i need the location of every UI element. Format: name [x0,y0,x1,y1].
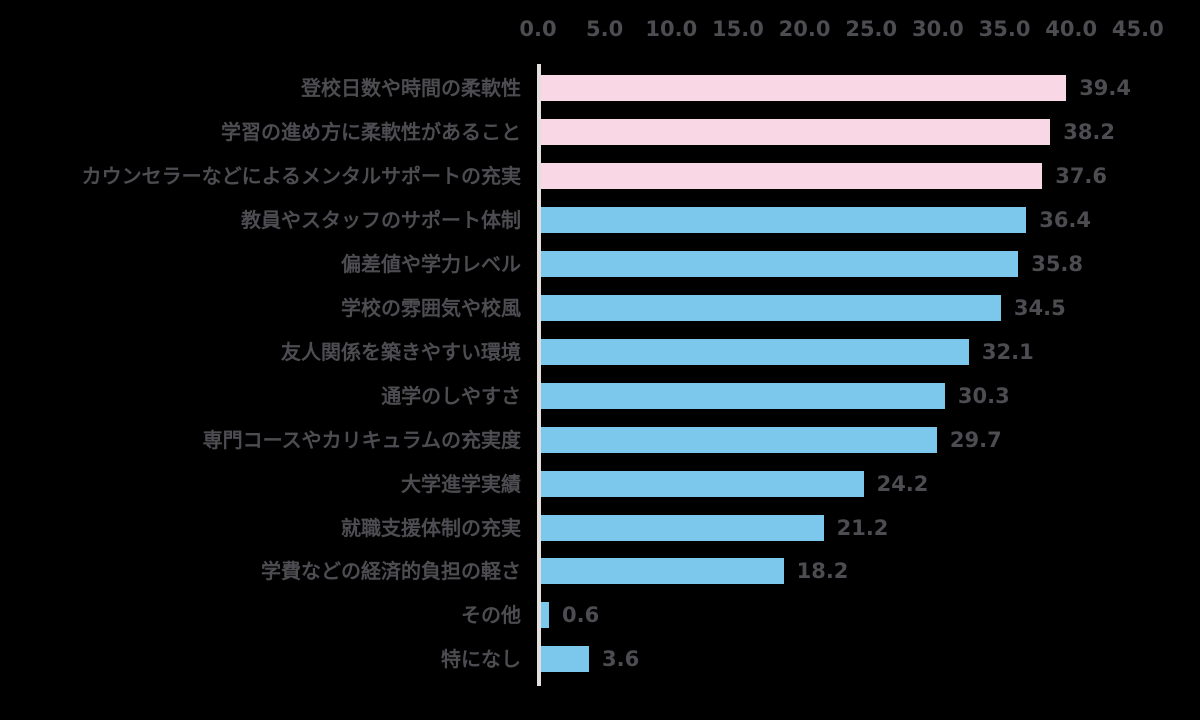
bar-row: 教員やスタッフのサポート体制 36.4 [0,198,1200,242]
x-tick-30: 30.0 [911,17,964,41]
bar[interactable] [541,118,1051,145]
bar[interactable] [541,338,969,365]
category-label: 大学進学実績 [401,471,521,496]
category-label: 教員やスタッフのサポート体制 [241,207,521,232]
bar[interactable] [541,294,1001,321]
bar-value-label: 21.2 [836,515,889,540]
x-tick-15: 15.0 [712,17,764,41]
category-label: 学校の雰囲気や校風 [341,295,521,320]
bar-row: 学費などの経済的負担の軽さ 18.2 [0,549,1200,593]
bar-row: 特になし 3.6 [0,637,1200,681]
y-axis-baseline [537,64,541,686]
bar-row: 就職支援体制の充実 21.2 [0,506,1200,550]
bar-row: カウンセラーなどによるメンタルサポートの充実 37.6 [0,154,1200,198]
bar[interactable] [541,646,589,673]
category-label: その他 [461,603,521,628]
bar[interactable] [541,206,1027,233]
x-tick-5: 5.0 [586,17,624,41]
category-label: 偏差値や学力レベル [341,251,521,276]
category-label: 学費などの経済的負担の軽さ [261,559,521,584]
bar-value-label: 3.6 [601,647,640,672]
bar-value-label: 29.7 [949,427,1002,452]
bar-value-label: 35.8 [1031,251,1084,276]
x-tick-40: 40.0 [1045,17,1098,41]
x-axis-tick-labels: 0.0 5.0 10.0 15.0 20.0 25.0 30.0 35.0 40.0 45.0 [0,16,1200,42]
category-label: 通学のしやすさ [381,383,521,408]
bar-value-label: 34.5 [1013,295,1066,320]
bar-row: その他 0.6 [0,593,1200,637]
bar-value-label: 38.2 [1063,119,1116,144]
bar-value-label: 37.6 [1055,163,1108,188]
x-tick-35: 35.0 [978,17,1031,41]
bar-row: 学校の雰囲気や校風 34.5 [0,286,1200,330]
category-label: 友人関係を築きやすい環境 [281,339,521,364]
bar[interactable] [541,426,937,453]
bar-value-label: 36.4 [1039,207,1092,232]
bar-value-label: 0.6 [561,603,600,628]
category-label: 登校日数や時間の柔軟性 [301,76,521,100]
x-tick-45: 45.0 [1111,17,1164,41]
bar-value-label: 39.4 [1079,76,1132,100]
bar-row: 学習の進め方に柔軟性があること 38.2 [0,110,1200,154]
bar-row: 登校日数や時間の柔軟性 39.4 [0,66,1200,110]
bar-row: 専門コースやカリキュラムの充実度 29.7 [0,418,1200,462]
bar-row: 偏差値や学力レベル 35.8 [0,242,1200,286]
bar-value-label: 24.2 [876,471,929,496]
bar-row: 通学のしやすさ 30.3 [0,374,1200,418]
bar-row: 友人関係を築きやすい環境 32.1 [0,330,1200,374]
category-label: 学習の進め方に柔軟性があること [221,119,521,144]
bar[interactable] [541,470,864,497]
category-label: カウンセラーなどによるメンタルサポートの充実 [81,163,521,188]
bar[interactable] [541,514,824,541]
bar-value-label: 18.2 [796,559,849,584]
bar-value-label: 32.1 [981,339,1034,364]
bar[interactable] [541,382,945,409]
category-label: 特になし [441,647,521,672]
category-label: 就職支援体制の充実 [341,515,521,540]
bar[interactable] [541,162,1043,189]
x-tick-20: 20.0 [778,17,831,41]
category-label: 専門コースやカリキュラムの充実度 [202,427,521,452]
bar[interactable] [541,250,1019,277]
bar-row: 大学進学実績 24.2 [0,462,1200,506]
bar-value-label: 30.3 [957,383,1010,408]
bar[interactable] [541,558,784,585]
bar[interactable] [541,75,1067,101]
x-tick-10: 10.0 [645,17,698,41]
x-tick-25: 25.0 [845,17,898,41]
bar[interactable] [541,602,549,629]
x-tick-0: 0.0 [519,17,557,41]
